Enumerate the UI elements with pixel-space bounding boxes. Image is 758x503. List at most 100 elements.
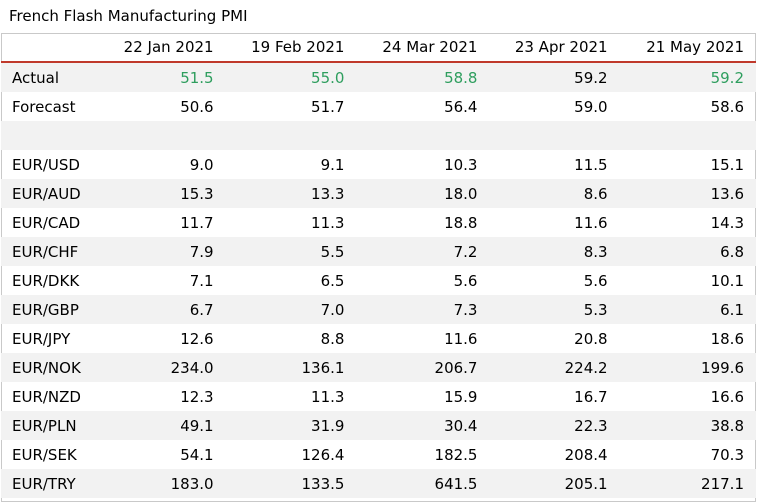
actual-value: 51.5 — [99, 62, 226, 92]
pair-value: 20.8 — [574, 329, 608, 348]
table-row: EUR/NOK 234.0 136.1 206.7 224.2 199.6 — [1, 353, 756, 382]
pair-value: 31.9 — [225, 411, 357, 440]
pair-value: 8.3 — [489, 237, 620, 266]
pair-value: 13.3 — [225, 179, 357, 208]
column-header: 23 Apr 2021 — [489, 33, 620, 63]
pair-value: 11.6 — [444, 329, 478, 348]
pair-value: 7.0 — [225, 295, 357, 324]
spacer-row — [1, 121, 756, 150]
row-label: Actual — [1, 62, 99, 92]
pair-value: 10.1 — [710, 271, 744, 290]
forecast-value: 56.4 — [444, 97, 478, 116]
row-label: EUR/PLN — [1, 411, 99, 440]
pair-value: 18.8 — [444, 213, 478, 232]
forecast-value: 51.7 — [311, 97, 345, 116]
actual-row: Actual 51.5 55.0 58.8 59.2 59.2 — [1, 62, 756, 92]
table-row: EUR/SEK 54.1 126.4 182.5 208.4 70.3 — [1, 440, 756, 469]
pair-value: 15.1 — [710, 155, 744, 174]
pair-value: 6.7 — [99, 295, 226, 324]
pair-value: 6.5 — [320, 271, 345, 290]
row-label: EUR/SEK — [12, 445, 77, 464]
pair-value: 136.1 — [225, 353, 357, 382]
table-row: EUR/USD 9.0 9.1 10.3 11.5 15.1 — [1, 150, 756, 179]
table-row: EUR/JPY 12.6 8.8 11.6 20.8 18.6 — [1, 324, 756, 353]
pair-value: 9.1 — [320, 155, 345, 174]
header-row: 22 Jan 2021 19 Feb 2021 24 Mar 2021 23 A… — [1, 33, 756, 63]
pmi-table: 22 Jan 2021 19 Feb 2021 24 Mar 2021 23 A… — [1, 33, 756, 498]
pair-value: 12.6 — [180, 329, 214, 348]
column-header: 22 Jan 2021 — [99, 33, 226, 63]
pair-value: 208.4 — [564, 445, 608, 464]
pair-value: 18.0 — [356, 179, 490, 208]
pair-value: 12.3 — [180, 387, 214, 406]
pair-value: 14.3 — [710, 213, 744, 232]
column-header: 19 Feb 2021 — [225, 33, 357, 63]
table-row: EUR/NZD 12.3 11.3 15.9 16.7 16.6 — [1, 382, 756, 411]
pair-value: 133.5 — [225, 469, 357, 498]
pair-value: 11.3 — [311, 213, 345, 232]
forecast-value: 58.6 — [710, 97, 744, 116]
row-label: EUR/NZD — [12, 387, 81, 406]
pair-value: 8.8 — [320, 329, 345, 348]
table-row: EUR/CAD 11.7 11.3 18.8 11.6 14.3 — [1, 208, 756, 237]
row-label: EUR/TRY — [1, 469, 99, 498]
table-row: EUR/AUD 15.3 13.3 18.0 8.6 13.6 — [1, 179, 756, 208]
pair-value: 18.6 — [710, 329, 744, 348]
pair-value: 641.5 — [356, 469, 490, 498]
pair-value: 11.6 — [574, 213, 608, 232]
pair-value: 7.3 — [356, 295, 490, 324]
row-label: EUR/JPY — [12, 329, 71, 348]
pair-value: 206.7 — [356, 353, 490, 382]
column-header: 21 May 2021 — [619, 33, 756, 63]
row-label: EUR/DKK — [12, 271, 80, 290]
pair-value: 8.6 — [489, 179, 620, 208]
row-label: EUR/CAD — [12, 213, 81, 232]
row-label: EUR/CHF — [1, 237, 99, 266]
pair-value: 15.3 — [99, 179, 226, 208]
table-row: EUR/PLN 49.1 31.9 30.4 22.3 38.8 — [1, 411, 756, 440]
forecast-value: 50.6 — [180, 97, 214, 116]
pair-value: 224.2 — [489, 353, 620, 382]
pair-value: 11.3 — [311, 387, 345, 406]
row-label: EUR/USD — [12, 155, 80, 174]
pair-value: 38.8 — [619, 411, 756, 440]
actual-value: 55.0 — [225, 62, 357, 92]
actual-value: 58.8 — [356, 62, 490, 92]
actual-value: 59.2 — [619, 62, 756, 92]
pair-value: 126.4 — [301, 445, 345, 464]
row-label: Forecast — [12, 97, 76, 116]
pair-value: 7.2 — [356, 237, 490, 266]
pair-value: 205.1 — [489, 469, 620, 498]
pair-value: 13.6 — [619, 179, 756, 208]
forecast-value: 59.0 — [574, 97, 608, 116]
pair-value: 182.5 — [434, 445, 478, 464]
pair-value: 6.8 — [619, 237, 756, 266]
currency-pair-rows: EUR/USD 9.0 9.1 10.3 11.5 15.1 EUR/AUD 15.3 13.3… — [1, 150, 756, 498]
header-label-cell — [1, 33, 99, 63]
table-row: EUR/CHF 7.9 5.5 7.2 8.3 6.8 — [1, 237, 756, 266]
pair-value: 10.3 — [444, 155, 478, 174]
table-title: French Flash Manufacturing PMI — [9, 7, 248, 25]
pair-value: 234.0 — [99, 353, 226, 382]
pair-value: 199.6 — [619, 353, 756, 382]
pair-value: 9.0 — [189, 155, 214, 174]
pair-value: 11.5 — [574, 155, 608, 174]
row-label: EUR/GBP — [1, 295, 99, 324]
pair-value: 5.3 — [489, 295, 620, 324]
row-label: EUR/AUD — [1, 179, 99, 208]
table-row: EUR/TRY 183.0 133.5 641.5 205.1 217.1 — [1, 469, 756, 498]
pair-value: 217.1 — [619, 469, 756, 498]
table-row: EUR/GBP 6.7 7.0 7.3 5.3 6.1 — [1, 295, 756, 324]
pair-value: 15.9 — [444, 387, 478, 406]
pair-value: 22.3 — [489, 411, 620, 440]
pair-value: 49.1 — [99, 411, 226, 440]
pair-value: 183.0 — [99, 469, 226, 498]
pair-value: 16.7 — [574, 387, 608, 406]
pair-value: 30.4 — [356, 411, 490, 440]
pair-value: 5.6 — [583, 271, 608, 290]
pair-value: 7.1 — [189, 271, 214, 290]
pair-value: 6.1 — [619, 295, 756, 324]
row-label: EUR/NOK — [1, 353, 99, 382]
pair-value: 70.3 — [710, 445, 744, 464]
pair-value: 7.9 — [99, 237, 226, 266]
